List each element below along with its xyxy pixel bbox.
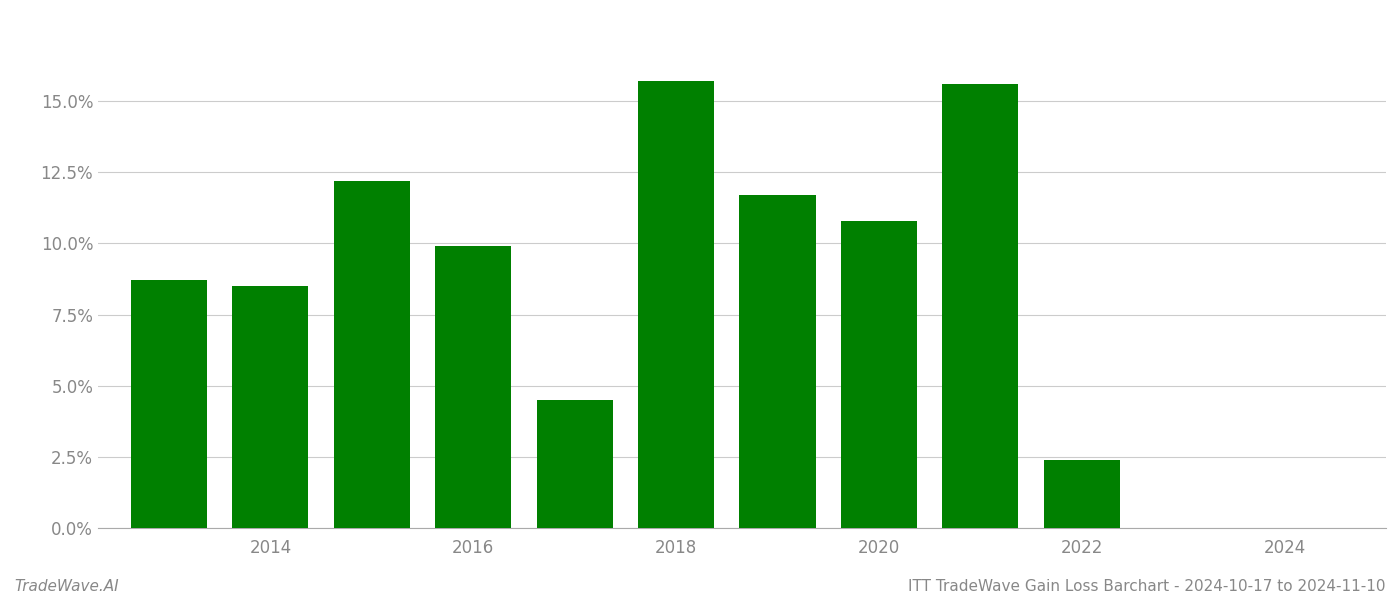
Bar — [232, 286, 308, 528]
Bar — [739, 195, 816, 528]
Bar — [638, 81, 714, 528]
Bar — [536, 400, 613, 528]
Bar — [132, 280, 207, 528]
Bar — [1044, 460, 1120, 528]
Bar — [841, 221, 917, 528]
Bar — [942, 84, 1018, 528]
Bar — [435, 246, 511, 528]
Bar — [333, 181, 410, 528]
Text: ITT TradeWave Gain Loss Barchart - 2024-10-17 to 2024-11-10: ITT TradeWave Gain Loss Barchart - 2024-… — [909, 579, 1386, 594]
Text: TradeWave.AI: TradeWave.AI — [14, 579, 119, 594]
